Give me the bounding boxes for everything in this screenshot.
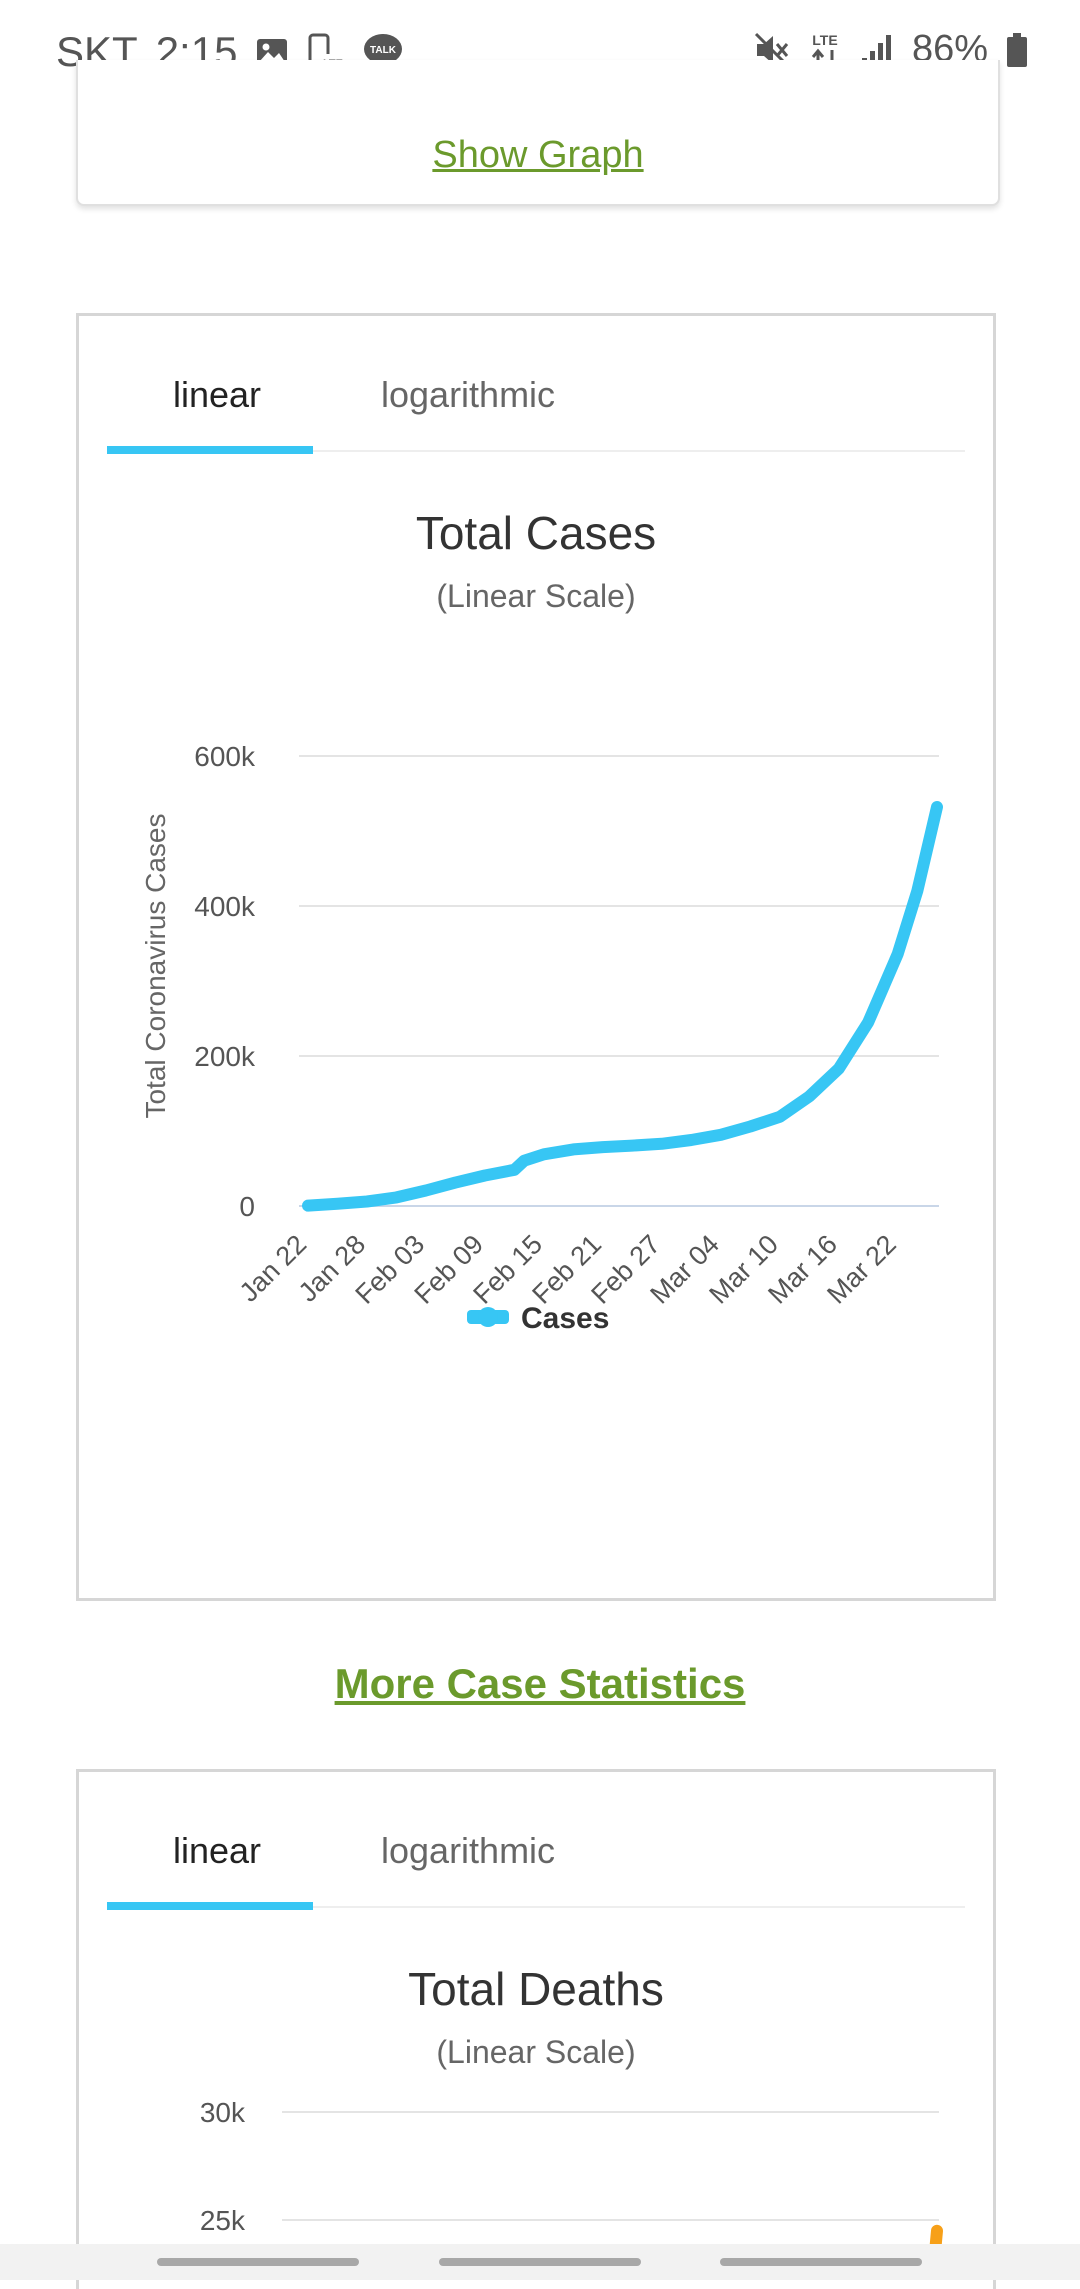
y-tick-label: 600k [194,741,256,772]
svg-text:LTE: LTE [812,32,837,48]
chart-subtitle: (Linear Scale) [436,578,636,614]
y-tick-label: 0 [239,1191,255,1222]
cases-tab-bar: linear logarithmic [107,316,965,454]
chart-subtitle: (Linear Scale) [436,2034,636,2070]
total-deaths-card: linear logarithmic Total Deaths (Linear … [76,1769,996,2289]
y-tick-label: 30k [200,2097,246,2128]
tab-logarithmic[interactable]: logarithmic [381,374,556,415]
cases-chart: 0 200k 400k 600k Total Coronavirus Cases Ja… [140,741,943,1335]
y-tick-label: 200k [194,1041,256,1072]
cases-legend[interactable]: Cases [467,1302,609,1335]
navigation-bar [0,2244,1080,2280]
more-case-statistics-link[interactable]: More Case Statistics [334,1660,746,1707]
svg-text:TALK: TALK [370,45,397,56]
tab-linear[interactable]: linear [173,1830,262,1871]
summary-card: Show Graph [76,60,1000,206]
active-tab-indicator [107,1902,313,1910]
cases-series-line [302,801,943,1212]
active-tab-indicator [107,446,313,454]
legend-label: Cases [521,1302,609,1335]
chart-title: Total Cases [415,507,657,559]
image-icon [257,39,288,65]
y-tick-label: 25k [200,2205,246,2236]
deaths-tab-bar: linear logarithmic [107,1772,965,1910]
total-cases-card: linear logarithmic Total Cases (Linear S… [76,313,996,1601]
chart-title: Total Deaths [408,1963,664,2015]
nav-recent-apps[interactable] [157,2258,359,2266]
y-axis-label: Total Coronavirus Cases [140,813,171,1118]
tab-linear[interactable]: linear [173,374,262,415]
show-graph-link[interactable]: Show Graph [432,134,644,176]
nav-back[interactable] [720,2258,922,2266]
legend-marker [478,1307,498,1327]
tab-logarithmic[interactable]: logarithmic [381,1830,556,1871]
x-tick-label: Jan 22 [234,1229,313,1308]
y-tick-label: 400k [194,891,256,922]
nav-home[interactable] [439,2258,641,2266]
battery-icon [1007,32,1027,67]
